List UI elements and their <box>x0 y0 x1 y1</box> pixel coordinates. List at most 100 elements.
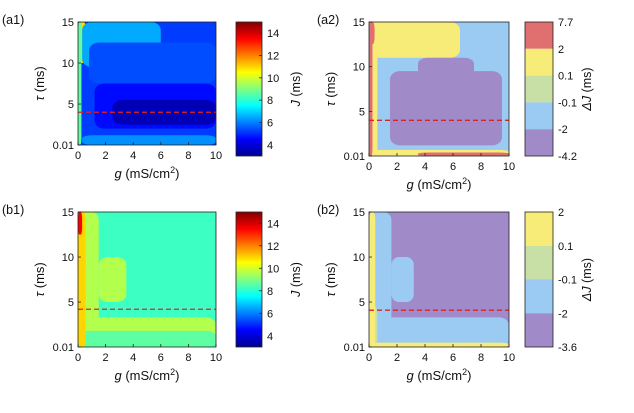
colorbar-bin <box>525 129 553 156</box>
x-axis-label: g (mS/cm2) <box>115 165 180 181</box>
heatmap-region <box>82 135 216 145</box>
colorbar-label: ΔJ (ms) <box>580 67 594 111</box>
heatmap-area <box>369 212 509 347</box>
y-tick-label: 5 <box>68 297 74 309</box>
plot-frame <box>77 211 217 348</box>
heatmap-region <box>369 342 509 347</box>
heatmap-region <box>98 257 127 303</box>
x-tick-label: 4 <box>130 352 136 364</box>
x-axis-label: g (mS/cm2) <box>407 367 472 383</box>
colorbar-tick-label: 2 <box>558 207 564 219</box>
x-tick-label: 10 <box>210 352 222 364</box>
y-tick-label: 0.01 <box>344 151 365 163</box>
y-tick-label: 0.01 <box>53 342 74 354</box>
heatmap-area <box>78 212 216 347</box>
plot-frame <box>368 21 510 157</box>
x-tick-label: 6 <box>450 352 456 364</box>
plot-frame <box>77 21 217 146</box>
colorbar-tick-label: -0.1 <box>558 275 577 287</box>
x-tick-label: 0 <box>75 150 81 162</box>
heatmap-region <box>369 212 376 347</box>
y-tick-label: 10 <box>353 252 365 264</box>
y-tick-label: 15 <box>353 17 365 29</box>
heatmap-region <box>89 42 216 84</box>
y-tick-label: 10 <box>353 62 365 74</box>
colorbar-frame <box>524 21 554 157</box>
colorbar-tick-label: 0.1 <box>558 241 573 253</box>
panel-label: (a2) <box>317 13 339 27</box>
panel-a1: (a1) 0 2 4 6 8 10 0.01 5 10 15 g (mS/cm2) τ (ms) 14 12… <box>2 13 303 181</box>
panel-label: (a1) <box>2 13 24 27</box>
colorbar-tick-label: -2 <box>558 124 568 136</box>
x-tick-label: 4 <box>422 352 428 364</box>
panel-label: (b2) <box>317 203 339 217</box>
colorbar-label: J (ms) <box>289 72 303 108</box>
colorbar-tick-label: -3.6 <box>558 342 577 354</box>
colorbar-tick-label: 4 <box>267 331 273 343</box>
x-tick-label: 10 <box>503 161 515 173</box>
x-tick-label: 2 <box>394 352 400 364</box>
x-tick-label: 6 <box>158 150 164 162</box>
heatmap-area <box>78 22 216 145</box>
colorbar-tick-label: 7.7 <box>558 17 573 29</box>
x-tick-label: 4 <box>422 161 428 173</box>
colorbar-tick-label: -0.1 <box>558 97 577 109</box>
colorbar-tick-label: 8 <box>267 95 273 107</box>
heatmap-area <box>369 22 509 156</box>
y-tick-label: 5 <box>359 297 365 309</box>
colorbar-bin <box>525 245 553 280</box>
colorbar-tick-label: 6 <box>267 118 273 130</box>
colorbar-bin <box>525 279 553 314</box>
y-tick-label: 10 <box>62 58 74 70</box>
heatmap-region <box>78 212 86 347</box>
colorbar-tick-label: 6 <box>267 308 273 320</box>
colorbar-tick-label: 2 <box>558 44 564 56</box>
colorbar-tick-label: 0.1 <box>558 71 573 83</box>
y-axis-label: τ (ms) <box>323 262 338 296</box>
colorbar: 14 12 10 8 6 4 J (ms) <box>235 21 303 157</box>
x-tick-label: 0 <box>366 161 372 173</box>
x-tick-label: 4 <box>130 150 136 162</box>
y-tick-label: 10 <box>62 252 74 264</box>
x-tick-label: 8 <box>185 352 191 364</box>
colorbar: 14 12 10 8 6 4 J (ms) <box>235 211 303 348</box>
y-tick-label: 15 <box>62 207 74 219</box>
colorbar-bin <box>525 313 553 347</box>
plot-frame <box>368 211 510 348</box>
heatmap-region <box>78 22 82 145</box>
colorbar-bin <box>525 102 553 130</box>
colorbar: 7.7 2 0.1 -0.1 -2 -4.2 ΔJ (ms) <box>524 17 594 163</box>
colorbar-tick-label: -2 <box>558 308 568 320</box>
x-tick-label: 6 <box>450 161 456 173</box>
panel-a2: (a2) 0 2 4 6 8 10 0.01 5 10 15 g (mS/cm2) τ (ms) 7.7 2… <box>317 13 594 192</box>
colorbar-label: ΔJ (ms) <box>580 258 594 302</box>
heatmap-region <box>390 71 502 146</box>
panel-label: (b1) <box>2 203 24 217</box>
x-tick-label: 2 <box>103 150 109 162</box>
y-tick-label: 15 <box>62 17 74 29</box>
x-tick-label: 10 <box>503 352 515 364</box>
y-tick-label: 0.01 <box>53 140 74 152</box>
colorbar-label: J (ms) <box>289 262 303 298</box>
x-tick-label: 0 <box>75 352 81 364</box>
heatmap-region <box>391 257 414 303</box>
y-tick-label: 5 <box>68 99 74 111</box>
x-tick-label: 8 <box>478 352 484 364</box>
y-axis-label: τ (ms) <box>32 262 47 296</box>
x-tick-label: 8 <box>478 161 484 173</box>
y-tick-label: 5 <box>359 106 365 118</box>
y-axis-label: τ (ms) <box>323 72 338 106</box>
colorbar-tick-label: 8 <box>267 286 273 298</box>
colorbar-bin <box>525 75 553 103</box>
x-tick-label: 0 <box>366 352 372 364</box>
colorbar-bin <box>525 48 553 76</box>
y-axis-label: τ (ms) <box>32 66 47 100</box>
colorbar-tick-label: 10 <box>267 263 279 275</box>
heatmap-region <box>369 22 373 156</box>
colorbar-tick-label: 14 <box>267 218 279 230</box>
heatmap-region <box>369 317 509 347</box>
panel-b2: (b2) 0 2 4 6 8 10 0.01 5 10 15 g (mS/cm2) τ (ms) 2 0.1… <box>317 203 594 383</box>
colorbar-bin <box>525 22 553 49</box>
colorbar-bin <box>525 212 553 246</box>
